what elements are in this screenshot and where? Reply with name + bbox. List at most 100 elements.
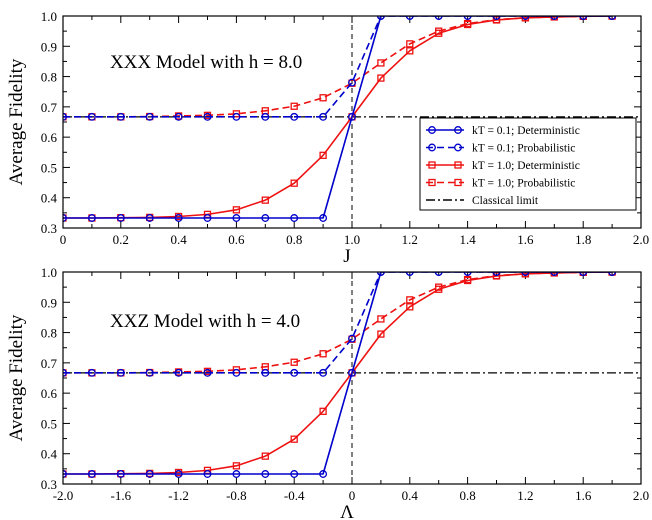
data-point	[290, 112, 299, 121]
series-line-0	[63, 272, 613, 475]
data-point	[87, 368, 96, 377]
panel-2: -2.0 -1.6 -1.2 -0.8 -0.4 0 0.4 0.8 1.2 1.6 2.0 0.3 0…	[6, 265, 649, 520]
legend-marker	[428, 178, 436, 187]
data-point	[261, 214, 270, 222]
y-tick-label: 0.7	[41, 356, 58, 371]
data-point	[232, 368, 241, 377]
data-point	[377, 59, 385, 67]
data-point	[145, 214, 154, 222]
legend-entry-label: Classical limit	[472, 195, 539, 207]
x-tick-label: 0	[349, 488, 356, 503]
x-tick-label: -1.6	[111, 488, 132, 503]
x-axis-title: J	[343, 246, 350, 267]
data-point	[348, 334, 356, 343]
y-tick-label: 0.9	[41, 295, 57, 310]
x-tick-label: 1.6	[517, 232, 534, 247]
data-point	[174, 470, 183, 478]
x-tick-label: -0.4	[284, 488, 305, 503]
data-point	[261, 452, 269, 460]
data-point	[406, 40, 414, 48]
data-point	[405, 16, 414, 20]
data-point	[145, 470, 154, 478]
data-point	[232, 366, 241, 374]
data-point	[319, 350, 327, 358]
data-point	[290, 368, 299, 377]
data-point	[290, 102, 298, 110]
legend-entry-label: kT = 1.0; Deterministic	[472, 160, 580, 172]
data-point	[319, 151, 327, 159]
data-point	[232, 110, 241, 118]
x-tick-label: 0.2	[113, 232, 129, 247]
x-tick-label: -2.0	[53, 488, 74, 503]
y-tick-label: 0.4	[41, 447, 58, 462]
data-point	[521, 16, 530, 20]
data-point	[116, 470, 125, 478]
data-point	[87, 214, 96, 222]
data-point	[232, 112, 241, 121]
series-line-0	[63, 16, 613, 219]
data-point	[290, 179, 298, 187]
x-tick-label: 1.2	[402, 232, 418, 247]
y-tick-label: 0.5	[41, 416, 57, 431]
y-tick-label: 0.3	[41, 221, 57, 236]
data-point	[319, 214, 328, 222]
data-point	[261, 112, 270, 121]
legend-entry-label: kT = 0.1; Deterministic	[472, 125, 580, 137]
y-tick-label: 0.7	[41, 100, 58, 115]
data-point	[319, 407, 327, 415]
panel-annotation: XXZ Model with h = 4.0	[110, 311, 300, 332]
data-point	[290, 358, 298, 366]
y-tick-label: 0.4	[41, 191, 58, 206]
data-point	[145, 112, 154, 121]
data-point	[463, 275, 472, 284]
data-point	[406, 296, 414, 304]
data-point	[377, 315, 385, 323]
y-tick-label: 0.5	[41, 160, 57, 175]
data-point	[406, 47, 414, 55]
legend-marker	[454, 178, 462, 187]
y-tick-label: 0.9	[41, 39, 57, 54]
x-tick-label: 1.4	[459, 232, 476, 247]
plot-frame	[62, 271, 642, 485]
data-point	[174, 112, 183, 121]
data-point	[319, 112, 328, 121]
data-point	[608, 16, 617, 20]
series-line-1	[63, 16, 613, 118]
data-point	[492, 16, 501, 20]
data-point	[550, 16, 559, 20]
data-point	[319, 368, 328, 377]
x-tick-label: 1.0	[344, 232, 360, 247]
data-point	[261, 368, 270, 377]
data-point	[174, 214, 183, 222]
y-tick-label: 0.3	[41, 477, 57, 492]
data-point	[261, 196, 269, 204]
data-point	[232, 462, 241, 470]
y-tick-label: 0.8	[41, 70, 57, 85]
x-tick-label: 2.0	[633, 232, 649, 247]
x-tick-label: 0.8	[459, 488, 475, 503]
data-point	[377, 74, 385, 82]
legend-marker	[428, 161, 436, 169]
x-tick-label: 1.8	[575, 232, 591, 247]
data-point	[87, 112, 96, 121]
x-tick-label: -1.2	[168, 488, 189, 503]
y-tick-label: 1.0	[41, 9, 57, 24]
legend-marker	[454, 126, 462, 134]
legend-entry-label: kT = 1.0; Probabilistic	[472, 178, 575, 190]
data-point	[232, 206, 241, 214]
data-point	[434, 16, 443, 20]
data-point	[290, 435, 298, 443]
data-point	[406, 303, 414, 311]
data-point	[203, 214, 212, 222]
x-tick-label: -0.8	[226, 488, 247, 503]
data-point	[463, 16, 472, 20]
data-point	[261, 470, 270, 478]
data-point	[203, 368, 212, 377]
data-point	[116, 368, 125, 377]
data-point	[319, 94, 327, 102]
x-tick-label: 0.8	[286, 232, 302, 247]
x-tick-label: 1.2	[517, 488, 533, 503]
legend-marker	[428, 143, 436, 152]
data-point	[232, 470, 241, 478]
x-tick-label: 0.4	[402, 488, 419, 503]
